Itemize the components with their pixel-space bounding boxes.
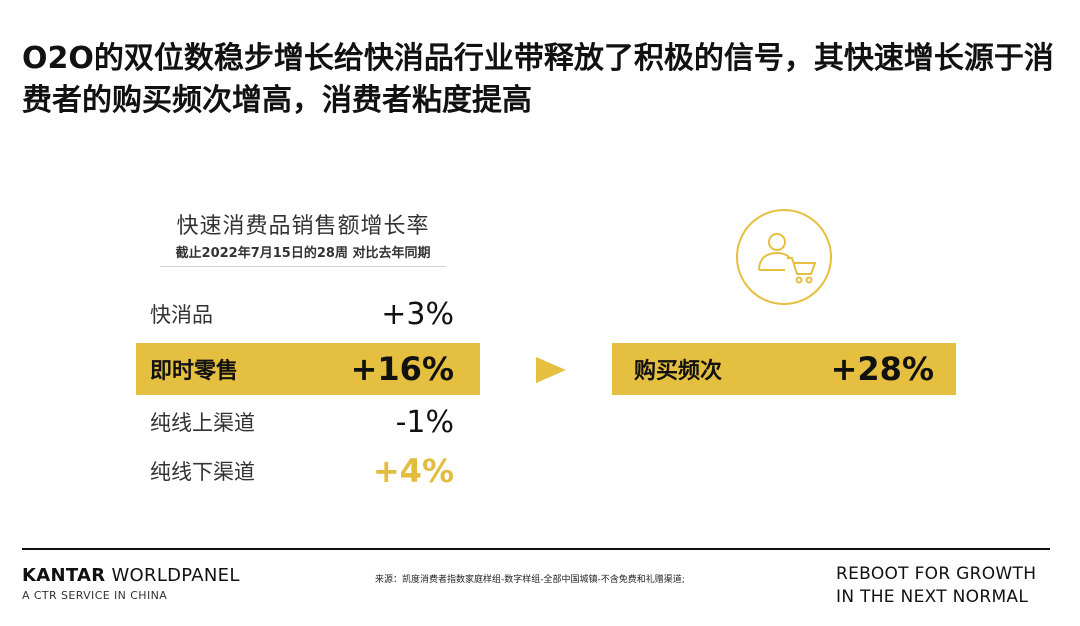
brand-rest: WORLDPANEL	[105, 565, 240, 586]
page-title: O2O的双位数稳步增长给快消品行业带释放了积极的信号，其快速增长源于消费者的购买…	[22, 41, 1054, 118]
row-label: 纯线上渠道	[150, 411, 255, 435]
tagline: REBOOT FOR GROWTH IN THE NEXT NORMAL	[836, 563, 1056, 609]
source-note: 来源：凯度消费者指数家庭样组-数字样组-全部中国城镇-不含免费和礼赠渠道;	[375, 575, 685, 585]
tagline-line-2: IN THE NEXT NORMAL	[836, 587, 1029, 607]
shopper-cart-icon	[736, 209, 832, 305]
table-title: 快速消费品销售额增长率	[176, 214, 430, 239]
table-row-instant-retail: 即时零售 +16%	[136, 343, 480, 395]
row-value: +3%	[381, 296, 454, 332]
brand-subtitle: A CTR SERVICE IN CHINA	[22, 589, 168, 602]
tagline-line-1: REBOOT FOR GROWTH	[836, 564, 1037, 584]
title-divider	[160, 266, 446, 267]
row-value: +4%	[372, 452, 454, 490]
row-label: 即时零售	[150, 359, 239, 384]
purchase-frequency-box: 购买频次 +28%	[612, 343, 956, 395]
row-label: 快消品	[150, 303, 213, 327]
row-label: 纯线下渠道	[150, 460, 255, 484]
row-value: -1%	[395, 404, 454, 440]
brand-bold: KANTAR	[22, 565, 106, 586]
brand-logo: KANTAR WORLDPANEL	[22, 565, 240, 586]
row-value: +16%	[350, 350, 454, 388]
metric-label: 购买频次	[634, 359, 723, 384]
metric-value: +28%	[830, 350, 934, 388]
table-row-online-only: 纯线上渠道 -1%	[136, 396, 480, 448]
right-triangle-arrow-icon	[536, 357, 566, 383]
table-row-offline-only: 纯线下渠道 +4%	[136, 445, 480, 497]
table-row-fmcg: 快消品 +3%	[136, 288, 480, 340]
table-subtitle: 截止2022年7月15日的28周 对比去年同期	[175, 246, 431, 261]
footer-divider	[22, 548, 1050, 550]
